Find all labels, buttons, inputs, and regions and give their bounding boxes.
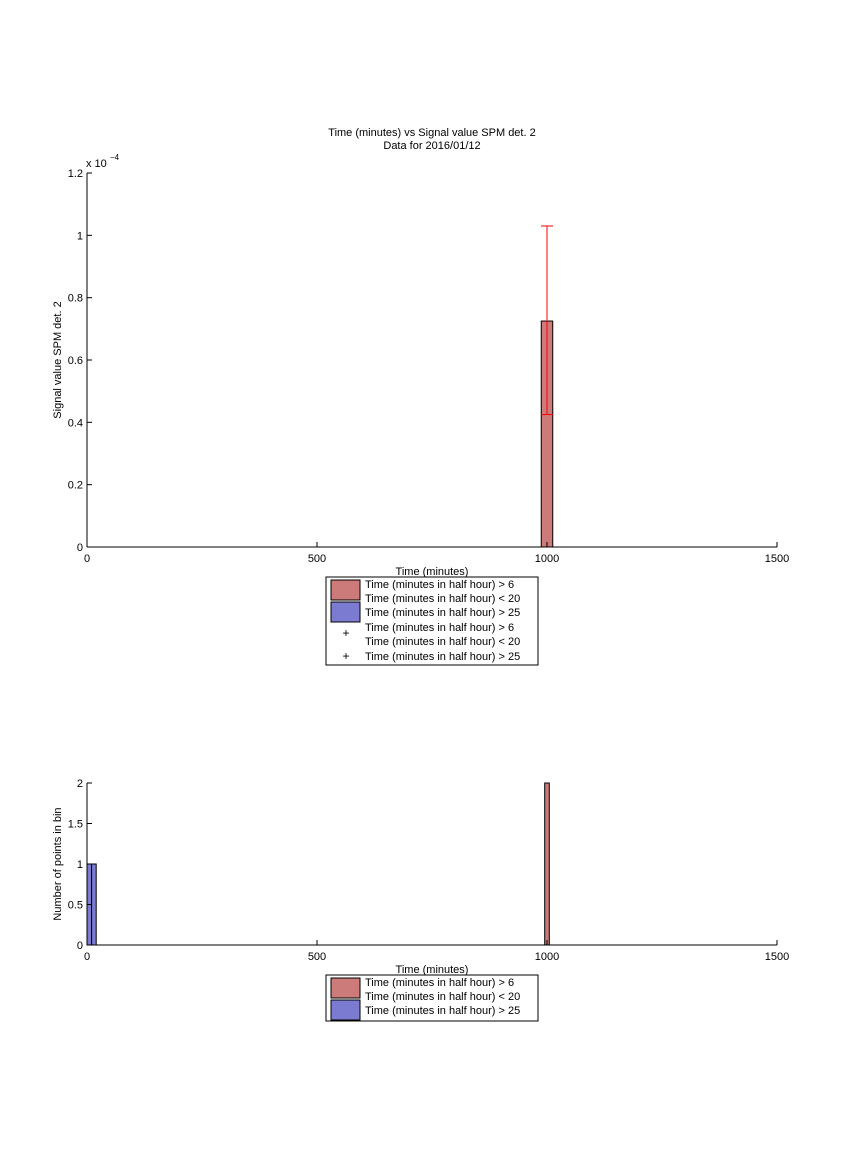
top-legend-label-4: Time (minutes in half hour) > 25 [365,651,520,663]
top-x-axis-label: Time (minutes) [396,566,469,578]
bottom-bars [86,782,550,946]
chart-title: Time (minutes) vs Signal value SPM det. … [328,127,535,139]
bottom-axes: 0 500 1000 1500 0 0.5 1 1.5 2 [68,778,790,963]
signal-chart: Time (minutes) vs Signal value SPM det. … [52,127,790,666]
top-legend-label-1b: Time (minutes in half hour) < 20 [365,593,520,605]
top-y-tick-label: 0.8 [68,293,83,305]
top-x-tick-label: 1500 [765,553,789,565]
top-legend-box [325,576,539,666]
histogram-chart: 0 500 1000 1500 0 0.5 1 1.5 2 Time (minutes) Num… [52,778,790,1022]
chart-subtitle: Data for 2016/01/12 [383,140,480,152]
bottom-x-tick-label: 0 [84,951,90,963]
histogram-bar [91,863,97,946]
bottom-legend-swatch-blue [330,999,361,1021]
top-y-tick-label: 1.2 [68,168,83,180]
bottom-x-tick-label: 1500 [765,951,789,963]
bottom-y-tick-label: 0.5 [68,900,83,912]
y-exponent: x 10 −4 [86,153,120,170]
top-legend-marker-red: + [342,626,349,640]
top-legend-swatch-red [330,579,361,601]
top-legend-swatch-blue [330,601,361,623]
top-legend-marker-blue: + [342,649,349,663]
bottom-x-axis-label: Time (minutes) [396,964,469,976]
bottom-y-axis-label: Number of points in bin [52,807,64,920]
bottom-y-tick-label: 0 [77,940,83,952]
top-x-tick-label: 1000 [535,553,559,565]
y-exponent-base: x 10 [86,158,107,170]
bottom-y-tick-label: 1.5 [68,819,83,831]
bottom-y-tick-label: 2 [77,778,83,790]
bottom-legend-label-1: Time (minutes in half hour) > 6 [365,977,514,989]
top-bars [540,225,554,548]
y-exponent-power: −4 [110,153,120,162]
top-axes: 0 500 1000 1500 0 0.2 0.4 0.6 0.8 1 1.2 [68,168,790,565]
histogram-bar [544,782,550,946]
top-legend-label-3b: Time (minutes in half hour) < 20 [365,636,520,648]
top-y-tick-label: 0.4 [68,417,83,429]
bottom-y-tick-label: 1 [77,859,83,871]
bottom-x-tick-label: 500 [308,951,326,963]
bottom-legend-swatch-red [330,977,361,999]
top-y-tick-label: 0.6 [68,355,83,367]
bottom-legend-label-2: Time (minutes in half hour) > 25 [365,1005,520,1017]
bottom-legend-label-1b: Time (minutes in half hour) < 20 [365,991,520,1003]
top-y-axis-label: Signal value SPM det. 2 [52,301,64,418]
top-legend-label-2: Time (minutes in half hour) > 25 [365,607,520,619]
top-legend-label-1: Time (minutes in half hour) > 6 [365,579,514,591]
top-y-tick-label: 0.2 [68,480,83,492]
top-legend-label-3: Time (minutes in half hour) > 6 [365,622,514,634]
bottom-legend: Time (minutes in half hour) > 6 Time (mi… [325,974,539,1022]
top-legend: Time (minutes in half hour) > 6 Time (mi… [325,576,539,666]
top-x-tick-label: 0 [84,553,90,565]
top-x-tick-label: 500 [308,553,326,565]
top-y-tick-label: 1 [77,230,83,242]
bottom-legend-box [325,974,539,1022]
bottom-x-tick-label: 1000 [535,951,559,963]
top-y-tick-label: 0 [77,542,83,554]
